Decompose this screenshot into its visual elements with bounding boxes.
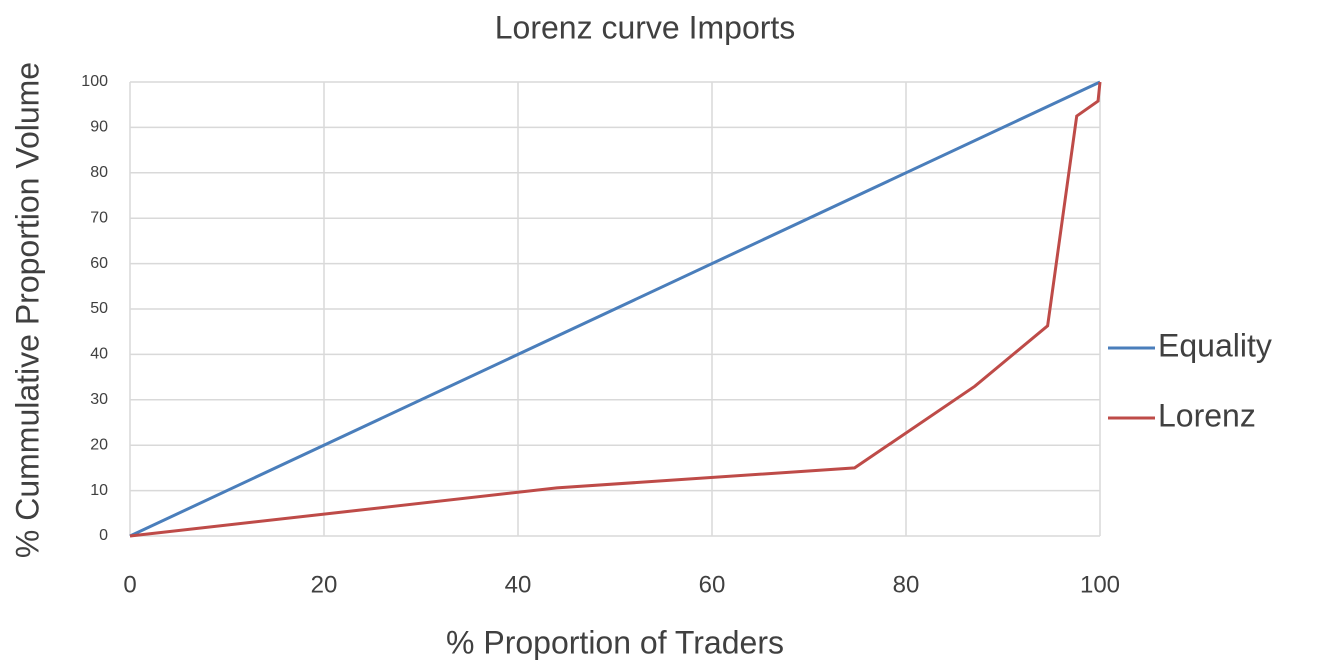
x-tick-label: 60 — [699, 571, 726, 598]
y-tick-label: 0 — [99, 527, 108, 544]
legend-label: Equality — [1158, 327, 1272, 363]
legend-label: Lorenz — [1158, 397, 1256, 433]
line — [129, 81, 1102, 538]
y-tick-label: 90 — [90, 119, 108, 136]
y-tick-label: 70 — [90, 209, 108, 226]
x-tick-label: 0 — [123, 571, 136, 598]
y-tick-label: 10 — [90, 482, 108, 499]
y-tick-label: 100 — [81, 73, 108, 90]
x-tick-label: 100 — [1080, 571, 1120, 598]
y-axis-title: % Cummulative Proportion Volume — [9, 62, 45, 558]
y-tick-label: 20 — [90, 436, 108, 453]
x-tick-label: 80 — [893, 571, 920, 598]
y-tick-label: 30 — [90, 391, 108, 408]
y-tick-label: 40 — [90, 346, 108, 363]
x-tick-label: 20 — [311, 571, 338, 598]
line — [129, 80, 1101, 538]
chart-title: Lorenz curve Imports — [495, 9, 796, 45]
y-tick-label: 60 — [90, 255, 108, 272]
x-tick-label: 40 — [505, 571, 532, 598]
y-tick-label: 80 — [90, 164, 108, 181]
y-tick-label: 50 — [90, 300, 108, 317]
x-axis-title: % Proportion of Traders — [446, 624, 784, 660]
